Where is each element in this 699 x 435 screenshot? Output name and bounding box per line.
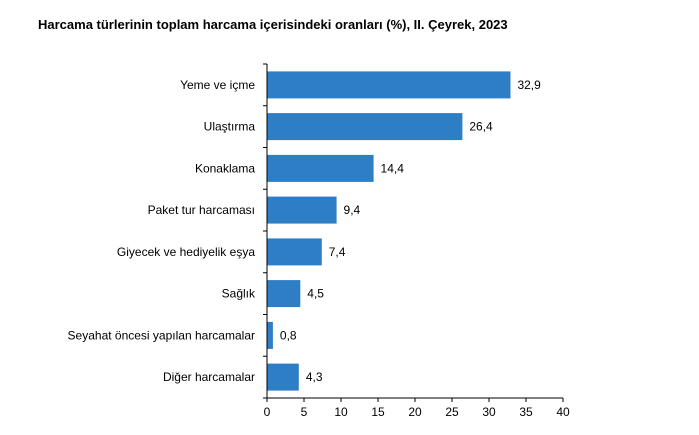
category-label-3: Paket tur harcaması	[148, 203, 255, 217]
data-label-5: 4,5	[307, 287, 324, 301]
x-tick-label-6: 30	[482, 405, 496, 419]
x-tick-label-2: 10	[334, 405, 348, 419]
bar-4	[267, 238, 322, 266]
category-label-7: Diğer harcamalar	[163, 370, 255, 384]
data-label-4: 7,4	[329, 245, 346, 259]
data-label-1: 26,4	[469, 120, 493, 134]
bar-1	[267, 113, 463, 141]
bar-3	[267, 196, 337, 224]
data-label-7: 4,3	[306, 370, 323, 384]
axes-group: 0 5 10 15 20 25 30 35 40	[263, 63, 570, 419]
chart-title: Harcama türlerinin toplam harcama içeris…	[38, 17, 508, 32]
category-label-6: Seyahat öncesi yapılan harcamalar	[68, 328, 255, 342]
x-tick-label-7: 35	[519, 405, 533, 419]
category-label-1: Ulaştırma	[204, 120, 256, 134]
x-tick-label-5: 25	[445, 405, 459, 419]
x-tick-label-4: 20	[408, 405, 422, 419]
category-label-2: Konaklama	[195, 161, 255, 175]
data-label-0: 32,9	[517, 78, 541, 92]
category-label-0: Yeme ve içme	[180, 78, 255, 92]
data-label-3: 9,4	[344, 203, 361, 217]
data-label-2: 14,4	[381, 161, 405, 175]
data-label-6: 0,8	[280, 328, 297, 342]
bar-7	[267, 363, 299, 391]
category-label-4: Giyecek ve hediyelik eşya	[117, 245, 255, 259]
bar-5	[267, 280, 301, 308]
x-tick-label-1: 5	[301, 405, 308, 419]
bar-0	[267, 71, 511, 99]
x-tick-label-0: 0	[264, 405, 271, 419]
category-label-5: Sağlık	[222, 287, 256, 301]
bar-6	[267, 321, 273, 349]
bars-group: Yeme ve içme 32,9 Ulaştırma 26,4 Konaklama 14…	[68, 71, 541, 391]
bar-2	[267, 154, 374, 182]
x-tick-label-8: 40	[556, 405, 570, 419]
x-tick-label-3: 15	[371, 405, 385, 419]
